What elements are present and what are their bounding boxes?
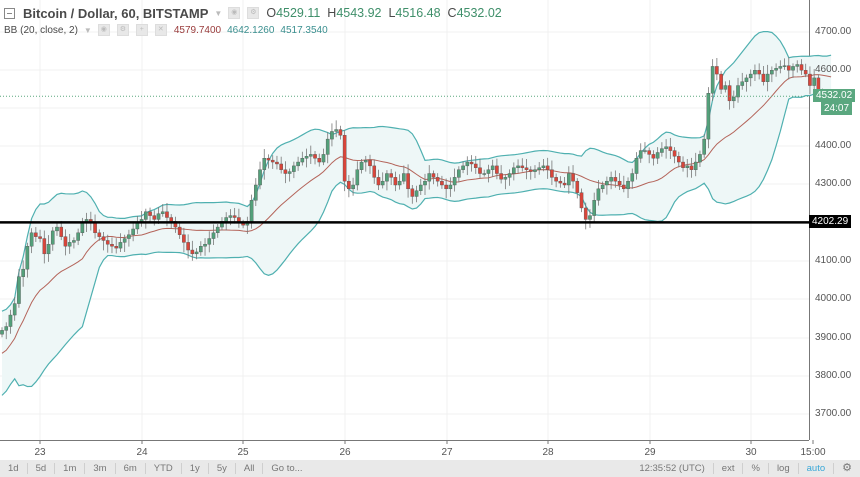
- bb-basis-value: 4579.7400: [173, 24, 222, 36]
- settings-icon[interactable]: ⚙: [116, 24, 129, 36]
- low-value: 4516.48: [395, 6, 441, 20]
- time-label: 23: [34, 447, 46, 458]
- countdown-tag: 24:07: [821, 102, 853, 115]
- symbol-title[interactable]: Bitcoin / Dollar, 60, BITSTAMP: [23, 5, 209, 21]
- price-label: 4600.00: [815, 64, 852, 75]
- time-label: 27: [441, 447, 453, 458]
- range-5d-button[interactable]: 5d: [28, 463, 56, 474]
- bottom-toolbar: 1d 5d 1m 3m 6m YTD 1y 5y All Go to... 12…: [0, 460, 860, 477]
- chevron-down-icon[interactable]: ▼: [83, 25, 92, 35]
- auto-toggle[interactable]: auto: [797, 463, 834, 474]
- close-value: 4532.02: [456, 6, 502, 20]
- range-ytd-button[interactable]: YTD: [146, 463, 182, 474]
- range-1m-button[interactable]: 1m: [55, 463, 86, 474]
- price-label: 4100.00: [815, 255, 852, 266]
- close-icon[interactable]: ✕: [154, 24, 167, 36]
- indicator-name[interactable]: BB (20, close, 2): [4, 24, 78, 36]
- ohlc-values: O4529.11 H4543.92 L4516.48 C4532.02: [266, 6, 502, 20]
- time-label: 15:00: [800, 447, 826, 458]
- time-label: 26: [339, 447, 351, 458]
- goto-button[interactable]: Go to...: [271, 463, 303, 474]
- high-value: 4543.92: [336, 6, 382, 20]
- time-label: 29: [644, 447, 656, 458]
- open-value: 4529.11: [276, 6, 321, 20]
- bb-lower-value: 4517.3540: [280, 24, 328, 36]
- range-1y-button[interactable]: 1y: [182, 463, 209, 474]
- range-all-button[interactable]: All: [236, 463, 264, 474]
- last-price-tag: 4532.02: [813, 89, 856, 102]
- collapse-icon[interactable]: [4, 7, 15, 19]
- price-axis[interactable]: 4700.00 4600.00 4400.00 4300.00 4100.00 …: [809, 0, 860, 460]
- chart-legend: Bitcoin / Dollar, 60, BITSTAMP ▼ ◉ ⚙ O452…: [4, 4, 502, 37]
- range-3m-button[interactable]: 3m: [85, 463, 116, 474]
- chevron-down-icon[interactable]: ▼: [214, 8, 223, 18]
- price-label: 3800.00: [815, 370, 852, 381]
- price-chart[interactable]: [0, 0, 860, 460]
- add-icon[interactable]: +: [135, 24, 148, 36]
- time-label: 28: [542, 447, 554, 458]
- price-label: 4400.00: [815, 140, 852, 151]
- range-6m-button[interactable]: 6m: [116, 463, 146, 474]
- price-label: 3900.00: [815, 332, 852, 343]
- log-toggle[interactable]: log: [767, 463, 798, 474]
- time-label: 24: [136, 447, 148, 458]
- settings-icon[interactable]: ⚙: [247, 7, 260, 19]
- bb-upper-value: 4642.1260: [227, 24, 275, 36]
- gear-icon[interactable]: ⚙: [833, 463, 860, 474]
- eye-icon[interactable]: ◉: [228, 7, 241, 19]
- price-label: 4000.00: [815, 293, 852, 304]
- time-label: 25: [237, 447, 249, 458]
- eye-icon[interactable]: ◉: [97, 24, 110, 36]
- percent-toggle[interactable]: %: [742, 463, 767, 474]
- price-label: 4700.00: [815, 26, 852, 37]
- time-axis[interactable]: 23 24 25 26 27 28 29 30 15:00: [0, 440, 825, 460]
- price-label: 4300.00: [815, 178, 852, 189]
- range-1d-button[interactable]: 1d: [0, 463, 28, 474]
- clock: 12:35:52 (UTC): [639, 463, 705, 474]
- hline-price-tag: 4202.29: [809, 215, 852, 228]
- ext-toggle[interactable]: ext: [712, 463, 743, 474]
- range-5y-button[interactable]: 5y: [209, 463, 236, 474]
- price-label: 3700.00: [815, 408, 852, 419]
- time-label: 30: [745, 447, 757, 458]
